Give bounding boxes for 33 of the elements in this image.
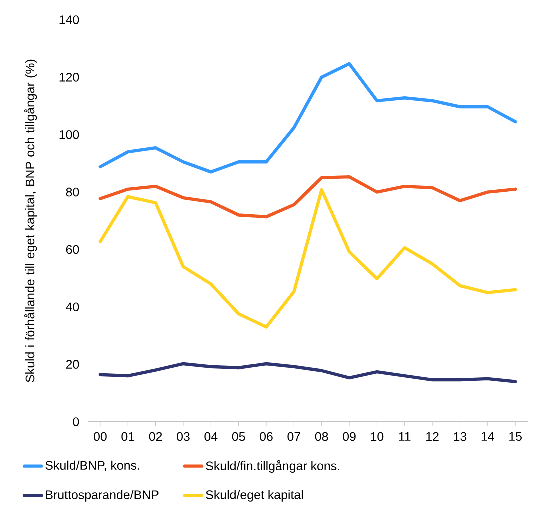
x-tick-label: 12 <box>426 432 439 442</box>
y-tick-label: 60 <box>66 245 80 254</box>
y-axis-title: Skuld i förhållande till eget kapital, BNP och tillgångar (%) <box>24 60 38 382</box>
y-tick-label: 120 <box>60 73 80 82</box>
legend-label: Bruttosparande/BNP <box>46 490 159 502</box>
x-tick-label: 03 <box>177 432 190 442</box>
line-series <box>98 175 518 219</box>
x-tick-label: 01 <box>122 432 134 442</box>
x-tick-label: 07 <box>288 432 300 442</box>
y-tick-label: 100 <box>60 130 80 140</box>
x-tick-label: 00 <box>94 432 107 442</box>
legend-label: Skuld/fin.tillgångar kons. <box>206 460 340 473</box>
x-tick-label: 08 <box>315 432 328 442</box>
line-series <box>98 188 518 329</box>
y-tick-label: 140 <box>60 16 80 24</box>
y-tick-label: 20 <box>66 360 80 369</box>
x-tick-label: 10 <box>371 432 384 442</box>
line-series <box>98 62 518 174</box>
x-tick-label: 11 <box>399 432 411 441</box>
x-tick-label: 15 <box>510 432 522 442</box>
y-tick-label: 0 <box>73 418 80 426</box>
x-tick-label: 05 <box>232 432 246 442</box>
x-tick-label: 09 <box>343 432 356 442</box>
legend-label: Skuld/eget kapital <box>206 490 304 502</box>
y-tick-label: 80 <box>66 188 80 197</box>
x-tick-label: 02 <box>149 432 162 442</box>
x-tick-label: 14 <box>482 432 494 441</box>
x-tick-label: 13 <box>454 432 467 442</box>
line-series <box>98 362 518 384</box>
y-tick-label: 40 <box>66 302 80 312</box>
legend-label: Skuld/BNP, kons. <box>46 460 140 472</box>
x-tick-label: 06 <box>260 432 273 442</box>
x-tick-label: 04 <box>204 432 218 442</box>
